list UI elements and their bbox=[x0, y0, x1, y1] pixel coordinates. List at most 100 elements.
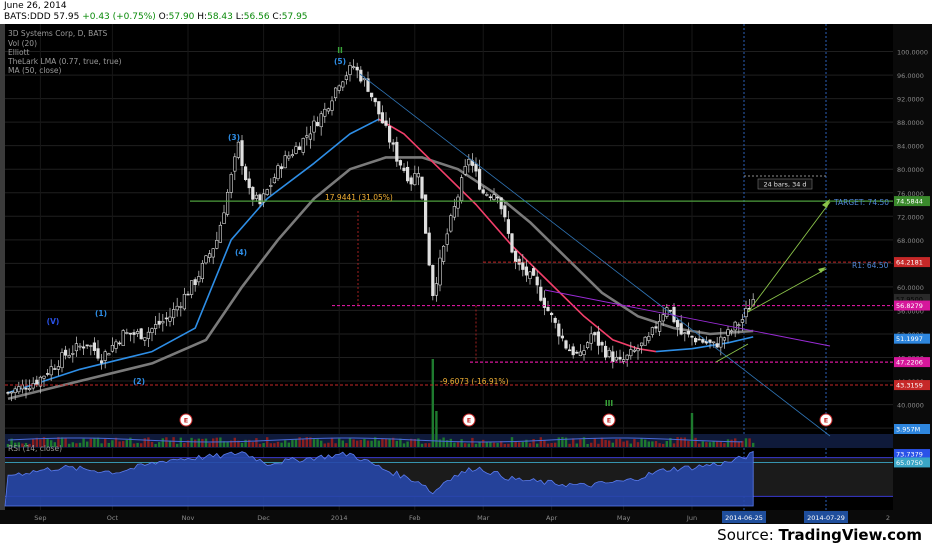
candle-body bbox=[701, 339, 705, 343]
candle-body bbox=[647, 336, 651, 341]
candle-body bbox=[423, 194, 428, 234]
candle-body bbox=[312, 120, 316, 133]
candle-body bbox=[269, 185, 273, 187]
volume-bar bbox=[183, 442, 186, 447]
candle bbox=[553, 316, 557, 329]
projection-line-1 bbox=[747, 201, 831, 313]
earnings-marker-2[interactable]: E bbox=[602, 413, 616, 427]
candle bbox=[200, 260, 205, 283]
candle-body bbox=[611, 351, 615, 363]
volume-bar bbox=[158, 442, 161, 447]
volume-bar bbox=[176, 443, 179, 447]
volume-bar bbox=[719, 441, 722, 447]
earnings-marker-1[interactable]: E bbox=[462, 413, 476, 427]
candle bbox=[675, 317, 680, 337]
candle-body bbox=[128, 332, 133, 335]
volume-bar bbox=[492, 442, 496, 447]
volume-bar bbox=[687, 441, 690, 447]
candle bbox=[118, 340, 122, 346]
volume-bar bbox=[287, 442, 290, 447]
candle-body bbox=[96, 348, 100, 359]
candle-body bbox=[154, 324, 158, 329]
earnings-label: E bbox=[607, 417, 611, 425]
source-brand: TradingView.com bbox=[778, 526, 922, 544]
volume-bar bbox=[136, 442, 139, 447]
candle bbox=[247, 171, 251, 195]
date-marker-box-1 bbox=[804, 511, 848, 523]
volume-bar bbox=[482, 439, 485, 447]
candle-body bbox=[733, 321, 737, 331]
candle-body bbox=[240, 140, 244, 166]
candle-body bbox=[441, 245, 446, 262]
price-change: +0.43 (+0.75%) bbox=[82, 12, 156, 22]
volume-bar bbox=[737, 441, 740, 447]
price-label-box-2 bbox=[894, 293, 930, 304]
candle-body bbox=[107, 353, 111, 356]
candle-body bbox=[254, 194, 259, 199]
candle bbox=[182, 287, 187, 311]
candle-body bbox=[182, 293, 187, 310]
volume-bar bbox=[417, 438, 420, 447]
candle-body bbox=[654, 326, 658, 329]
candle-body bbox=[226, 192, 230, 215]
candle bbox=[467, 154, 471, 173]
candle-body bbox=[172, 309, 176, 319]
volume-bar bbox=[730, 439, 733, 447]
volume-bar bbox=[424, 443, 427, 447]
projection-arrow-1 bbox=[822, 199, 830, 208]
volume-bar bbox=[96, 437, 100, 447]
candle-body bbox=[297, 146, 302, 150]
rsi-area bbox=[4, 450, 754, 507]
candle-body bbox=[719, 336, 723, 348]
volume-bar bbox=[107, 442, 110, 447]
price-label-5: 47.2206 bbox=[896, 359, 923, 367]
candle bbox=[168, 307, 172, 327]
time-axis[interactable]: Sep Oct Nov Dec 2014 Feb Mar Apr May Jun 2 2014-06-… bbox=[0, 510, 932, 524]
volume-bar bbox=[453, 442, 456, 447]
candle-body bbox=[348, 65, 352, 75]
volume-bar bbox=[75, 443, 78, 447]
low-value: 56.56 bbox=[243, 12, 270, 22]
projection-line-2 bbox=[747, 268, 827, 313]
candle bbox=[629, 341, 633, 360]
candle bbox=[607, 347, 611, 359]
volume-bar bbox=[615, 439, 618, 447]
candle bbox=[528, 270, 532, 285]
candle-body bbox=[179, 306, 183, 308]
candle bbox=[438, 249, 442, 292]
candle bbox=[337, 84, 341, 94]
candle bbox=[319, 110, 323, 136]
candle bbox=[45, 369, 50, 377]
candle bbox=[416, 166, 421, 186]
candle bbox=[154, 315, 158, 335]
candle bbox=[251, 185, 255, 206]
price-axis[interactable]: 100.0000 96.0000 92.0000 88.0000 84.0000 80.0… bbox=[893, 24, 932, 510]
candle-body bbox=[197, 276, 201, 283]
volume-bar bbox=[557, 437, 560, 447]
candle bbox=[186, 291, 190, 296]
earnings-marker-3[interactable]: E bbox=[819, 413, 833, 427]
volume-bar bbox=[384, 438, 388, 447]
earnings-marker-0[interactable]: E bbox=[179, 413, 193, 427]
candle bbox=[179, 302, 183, 317]
volume-bar bbox=[168, 440, 172, 447]
candle-body bbox=[323, 108, 327, 117]
volume-bar bbox=[604, 439, 607, 447]
volume-bar bbox=[410, 438, 413, 447]
candle bbox=[208, 249, 212, 263]
candle bbox=[96, 340, 100, 361]
candle bbox=[226, 189, 230, 217]
projection-arrow-2 bbox=[818, 267, 826, 273]
candle bbox=[204, 254, 208, 265]
volume-bar bbox=[442, 437, 445, 447]
volume-bar bbox=[248, 439, 251, 447]
candle bbox=[348, 61, 352, 82]
volume-bar bbox=[406, 441, 409, 447]
elliott-wave-label-3: (3) bbox=[228, 133, 240, 142]
candle-body bbox=[157, 320, 161, 325]
candle bbox=[744, 300, 748, 325]
volume-bar bbox=[651, 441, 654, 447]
candle-body bbox=[384, 120, 388, 126]
